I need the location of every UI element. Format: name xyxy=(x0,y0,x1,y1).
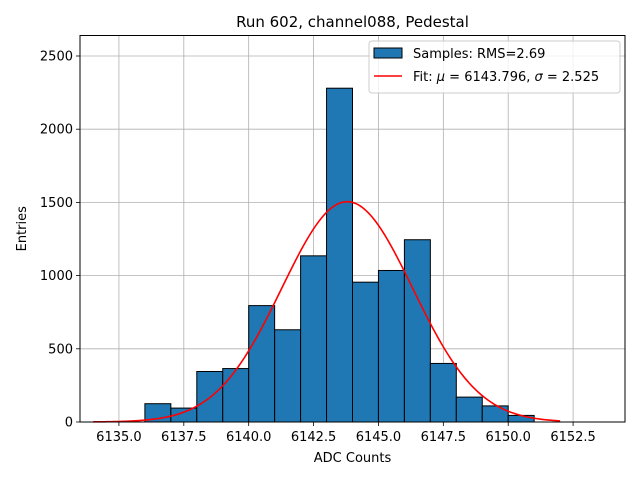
y-axis-ticks: 0 500 1000 1500 2000 2500 xyxy=(40,49,80,431)
x-tick-label: 6135.0 xyxy=(96,430,142,445)
y-tick-label: 1000 xyxy=(40,269,73,284)
histogram-bar xyxy=(274,329,302,423)
histogram-bar xyxy=(481,405,509,423)
histogram-bar xyxy=(377,269,405,423)
legend-histogram-label: Samples: RMS=2.69 xyxy=(413,47,545,62)
histogram-bar xyxy=(248,305,276,423)
y-tick-label: 500 xyxy=(48,342,73,357)
x-axis-label: ADC Counts xyxy=(314,451,392,466)
legend-fit-prefix: Fit: xyxy=(413,70,437,85)
legend-fit-sigma-symbol: σ xyxy=(535,70,544,85)
x-tick-label: 6152.5 xyxy=(550,430,596,445)
y-axis-label: Entries xyxy=(15,206,30,252)
x-tick-label: 6145.0 xyxy=(356,430,402,445)
y-tick-label: 0 xyxy=(65,416,73,431)
legend-histogram-swatch xyxy=(373,47,403,59)
legend-fit-sigma-value: = 2.525 xyxy=(543,70,599,85)
legend-box xyxy=(368,40,621,94)
y-tick-label: 2000 xyxy=(40,123,73,138)
histogram-bar xyxy=(455,396,483,423)
x-tick-label: 6150.0 xyxy=(485,430,531,445)
chart-title: Run 602, channel088, Pedestal xyxy=(236,13,469,31)
histogram-bar xyxy=(326,87,353,423)
plot-frame xyxy=(79,35,626,423)
legend-fit-mu-value: = 6143.796, xyxy=(445,70,534,85)
gaussian-fit-curve xyxy=(92,200,561,423)
histogram-bar xyxy=(429,362,457,423)
legend: Samples: RMS=2.69 Fit: μ = 6143.796, σ =… xyxy=(368,40,621,94)
y-tick-label: 2500 xyxy=(40,49,73,64)
histogram-bar xyxy=(352,281,379,423)
x-tick-label: 6142.5 xyxy=(291,430,337,445)
fit-curve-layer xyxy=(92,200,561,423)
histogram-bar xyxy=(300,255,328,423)
y-tick-label: 1500 xyxy=(40,196,73,211)
legend-fit-mu-symbol: μ xyxy=(436,70,445,85)
x-tick-label: 6137.5 xyxy=(161,430,207,445)
histogram-bar xyxy=(507,414,535,423)
histogram-bar xyxy=(222,368,250,423)
x-tick-label: 6140.0 xyxy=(226,430,272,445)
histogram-bars xyxy=(144,87,535,423)
x-tick-label: 6147.5 xyxy=(421,430,467,445)
x-axis-ticks: 6135.0 6137.5 6140.0 6142.5 6145.0 6147.5 6150… xyxy=(96,422,596,445)
legend-fit-label: Fit: μ = 6143.796, σ = 2.525 xyxy=(413,70,599,85)
histogram-bar xyxy=(403,239,431,423)
